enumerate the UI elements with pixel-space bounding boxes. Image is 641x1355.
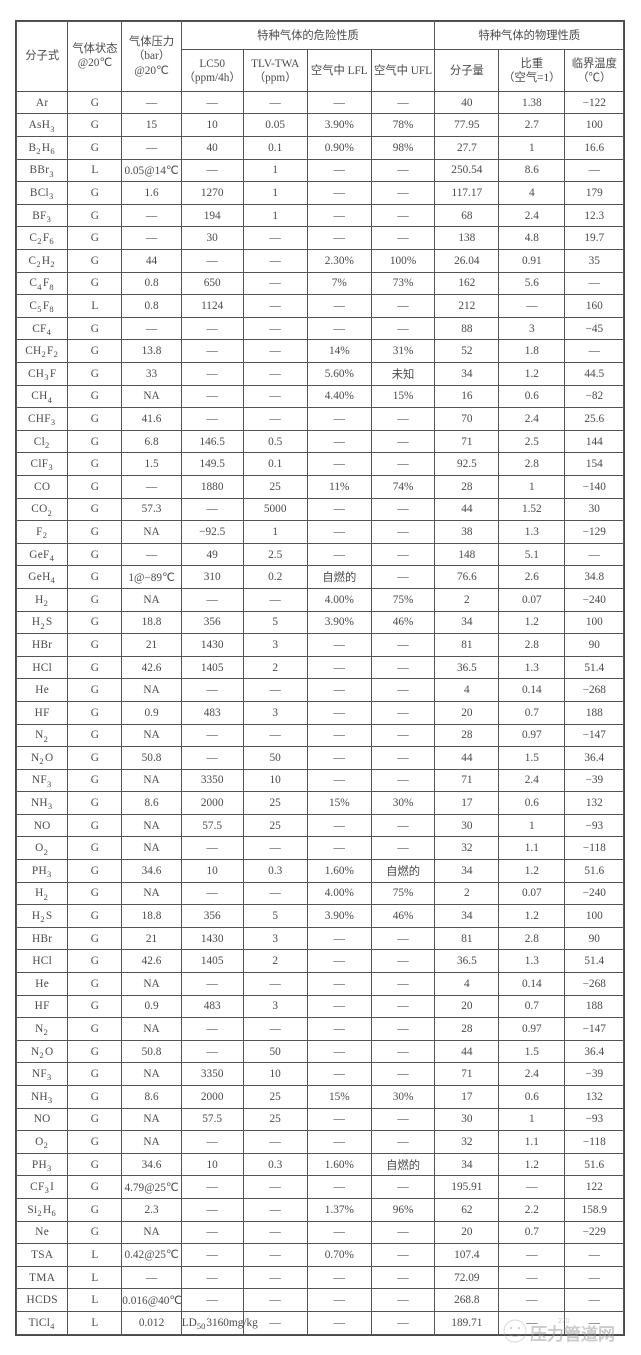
- svg-text:压力管道网: 压力管道网: [530, 1324, 615, 1344]
- svg-text:270: 270: [558, 1318, 570, 1325]
